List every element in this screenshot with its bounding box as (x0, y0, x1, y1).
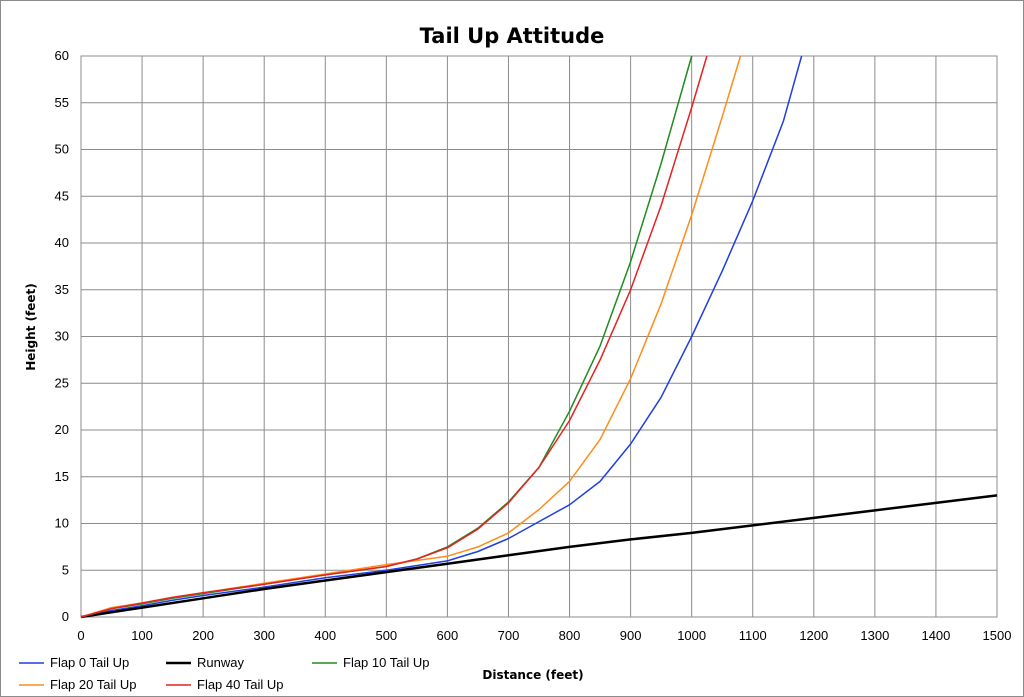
x-axis-label: Distance (feet) (482, 668, 583, 682)
y-tick-label: 10 (55, 516, 69, 531)
legend-label-flap-20-tail-up: Flap 20 Tail Up (50, 677, 136, 692)
y-tick-label: 0 (62, 609, 69, 624)
y-tick-labels: 0 5 10 15 20 25 30 35 40 45 50 55 60 (55, 48, 69, 624)
series-line-flap-40-tail-up (80, 55, 708, 618)
x-tick-label: 200 (192, 628, 214, 643)
y-tick-label: 15 (55, 469, 69, 484)
legend-label-flap-10-tail-up: Flap 10 Tail Up (343, 655, 429, 670)
x-tick-label: 1400 (921, 628, 950, 643)
x-tick-label: 0 (77, 628, 84, 643)
x-tick-label: 800 (559, 628, 581, 643)
x-tick-label: 1300 (860, 628, 889, 643)
x-tick-label: 1500 (983, 628, 1012, 643)
y-tick-label: 5 (62, 562, 69, 577)
y-tick-label: 55 (55, 95, 69, 110)
chart-title: Tail Up Attitude (420, 24, 605, 48)
y-tick-label: 45 (55, 188, 69, 203)
plot-area-border (80, 55, 998, 618)
x-tick-label: 900 (620, 628, 642, 643)
x-tick-label: 1000 (677, 628, 706, 643)
x-tick-label: 500 (375, 628, 397, 643)
y-tick-label: 25 (55, 375, 69, 390)
x-tick-label: 300 (253, 628, 275, 643)
series-lines (80, 55, 998, 619)
series-line-runway (80, 494, 998, 619)
legend-label-runway: Runway (197, 655, 244, 670)
x-tick-label: 400 (314, 628, 336, 643)
y-tick-label: 20 (55, 422, 69, 437)
x-tick-label: 700 (498, 628, 520, 643)
x-tick-label: 100 (131, 628, 153, 643)
legend: Flap 0 Tail Up Runway Flap 10 Tail Up Flap … (19, 655, 429, 692)
y-tick-label: 60 (55, 48, 69, 63)
x-tick-label: 1200 (799, 628, 828, 643)
x-tick-label: 1100 (739, 628, 767, 643)
plot-grid (80, 55, 998, 618)
y-tick-label: 30 (55, 329, 69, 344)
y-axis-label: Height (feet) (24, 283, 38, 371)
x-tick-labels: 0 100 200 300 400 500 600 700 800 900 1000 1100 1200… (77, 628, 1011, 643)
y-tick-label: 35 (55, 282, 69, 297)
y-tick-label: 40 (55, 235, 69, 250)
x-tick-label: 600 (437, 628, 459, 643)
legend-label-flap-0-tail-up: Flap 0 Tail Up (50, 655, 129, 670)
series-line-flap-0-tail-up (80, 55, 803, 618)
legend-label-flap-40-tail-up: Flap 40 Tail Up (197, 677, 283, 692)
y-tick-label: 50 (55, 142, 69, 157)
